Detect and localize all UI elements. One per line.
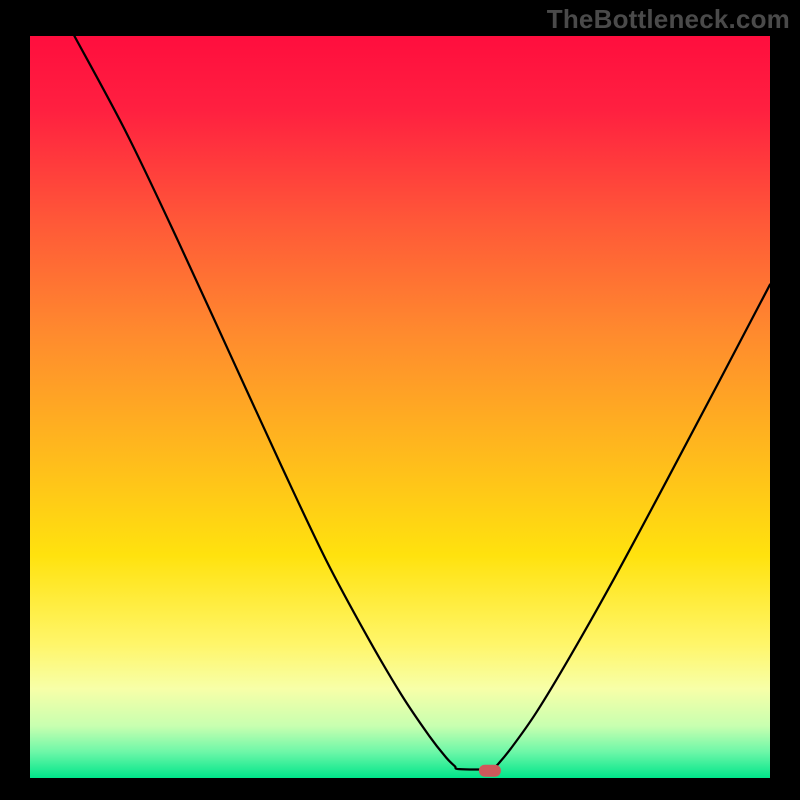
chart-container: TheBottleneck.com (0, 0, 800, 800)
bottleneck-curve (74, 36, 770, 769)
watermark-text: TheBottleneck.com (547, 4, 790, 35)
bottleneck-marker (479, 764, 501, 777)
curve-svg (30, 36, 770, 778)
plot-area (30, 36, 770, 778)
